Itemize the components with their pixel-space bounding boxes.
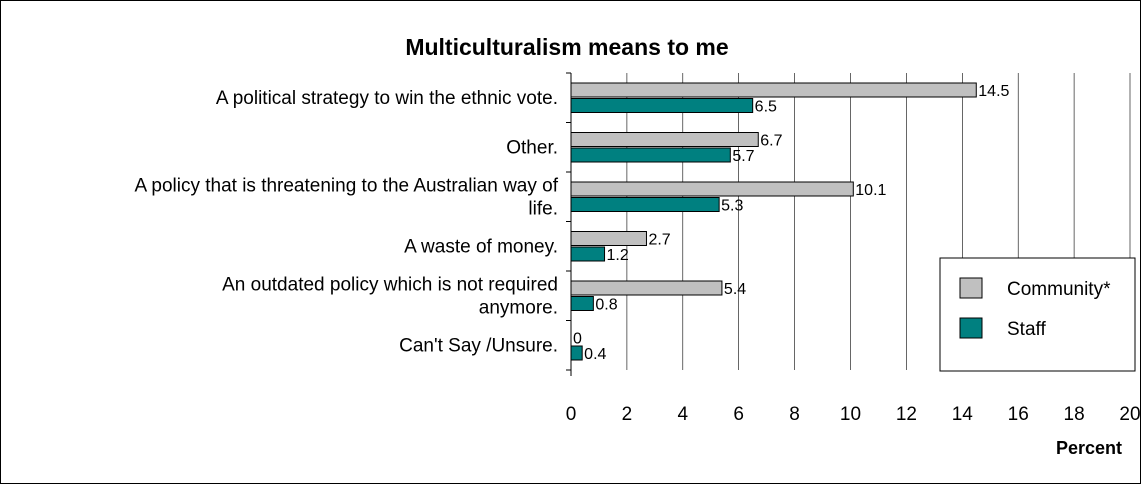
category-label: Can't Say /Unsure. <box>399 335 558 356</box>
legend: Community* Staff <box>939 257 1136 372</box>
data-label: 1.2 <box>607 247 629 264</box>
data-label: 2.7 <box>648 232 670 249</box>
category-label: A policy that is threatening to the Aust… <box>134 175 558 219</box>
bar-community-3 <box>570 231 647 246</box>
bar-community-0 <box>570 82 977 98</box>
data-label: 5.4 <box>724 281 746 298</box>
x-tick-label: 16 <box>1008 404 1029 425</box>
x-tick-label: 4 <box>678 404 689 425</box>
bar-staff-2 <box>570 197 720 212</box>
bar-community-4 <box>570 280 723 296</box>
category-label: A waste of money. <box>404 236 558 257</box>
x-tick-label: 18 <box>1064 404 1085 425</box>
bar-community-2 <box>570 181 854 197</box>
x-axis-label: Percent <box>1056 438 1122 458</box>
category-label: A political strategy to win the ethnic v… <box>216 88 558 109</box>
chart-title: Multiculturalism means to me <box>405 34 728 60</box>
data-label: 5.3 <box>721 198 743 215</box>
data-label: 10.1 <box>855 182 886 199</box>
x-tick-label: 8 <box>789 404 800 425</box>
bar-staff-1 <box>570 147 731 163</box>
x-tick-label: 6 <box>733 404 744 425</box>
x-tick-label: 2 <box>622 404 633 425</box>
x-tick-labels: 0 2 4 6 8 10 12 14 16 18 20 <box>566 404 1141 425</box>
legend-swatch <box>959 277 983 299</box>
category-label: Other. <box>506 137 558 158</box>
bar-staff-3 <box>570 246 606 262</box>
x-tick-label: 14 <box>952 404 974 425</box>
bar-staff-5 <box>570 345 583 361</box>
category-labels: A political strategy to win the ethnic v… <box>134 88 558 357</box>
x-tick-label: 12 <box>896 404 917 425</box>
bar-community-1 <box>570 132 759 147</box>
data-label: 5.7 <box>732 148 754 165</box>
category-label: An outdated policy which is not required… <box>222 274 558 318</box>
data-label: 0 <box>573 331 582 348</box>
data-label: 6.5 <box>755 99 777 116</box>
data-label: 0.8 <box>595 297 617 314</box>
data-label: 14.5 <box>978 83 1009 100</box>
legend-box <box>939 257 1136 372</box>
data-label: 6.7 <box>760 133 782 150</box>
legend-label: Staff <box>1007 319 1046 340</box>
legend-label: Community* <box>1007 279 1111 300</box>
x-tick-label: 10 <box>840 404 861 425</box>
data-label: 0.4 <box>584 346 606 363</box>
x-tick-label: 0 <box>566 404 577 425</box>
bar-staff-4 <box>570 296 594 311</box>
bars: 14.5 6.5 6.7 5.7 10.1 5.3 2.7 1.2 5.4 0.8 00.4 <box>570 82 1010 363</box>
x-tick-label: 20 <box>1119 404 1140 425</box>
bar-staff-0 <box>570 98 754 113</box>
legend-swatch <box>959 317 983 339</box>
